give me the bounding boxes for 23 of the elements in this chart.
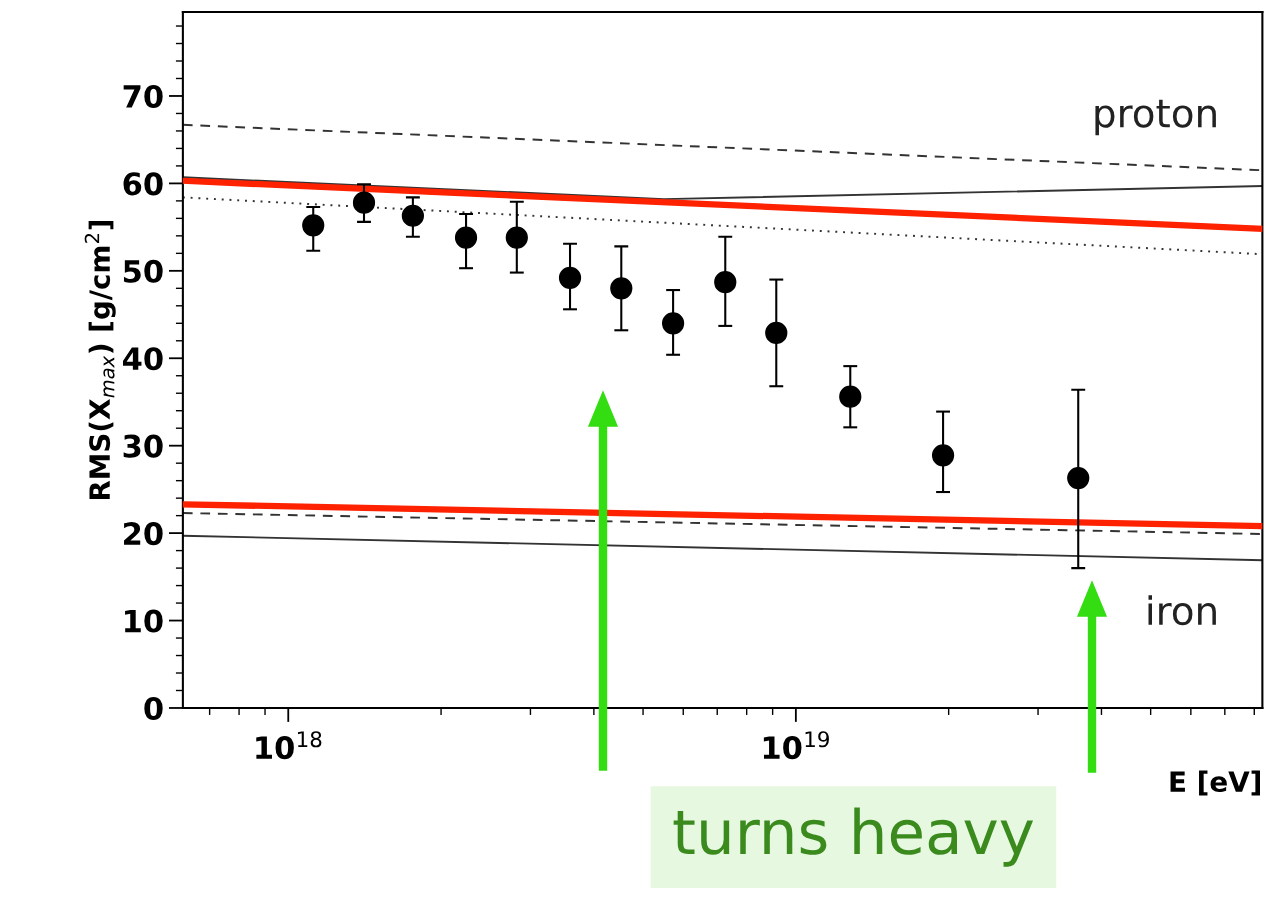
y-tick-label: 50 — [123, 259, 163, 283]
point — [505, 226, 528, 249]
point — [661, 312, 685, 335]
y-tick-label: 20 — [124, 522, 163, 546]
y-tick-label: 40 — [122, 347, 163, 371]
y-axis-title: RMS(X$_{max}$) [g/cm$^{2}$] — [84, 220, 116, 500]
annotation: proton — [1095, 99, 1216, 136]
point — [610, 277, 633, 300]
point — [401, 204, 424, 227]
y-tick-label: 10 — [125, 609, 163, 633]
y-tick-label: 0 — [144, 696, 163, 721]
x-tick-label: 10$^{18}$ — [256, 731, 322, 760]
x-tick-label: 10$^{19}$ — [763, 731, 829, 760]
y-tick-label: 30 — [123, 434, 163, 458]
x-axis-title: E [eV] — [1170, 770, 1260, 796]
annotation: iron — [1148, 595, 1216, 626]
y-tick-label: 70 — [123, 84, 163, 109]
text: turns heavy — [673, 807, 1034, 867]
point — [454, 226, 478, 249]
point — [558, 266, 582, 289]
point — [714, 271, 737, 294]
y-tick-label: 60 — [123, 172, 163, 196]
point — [765, 321, 788, 345]
